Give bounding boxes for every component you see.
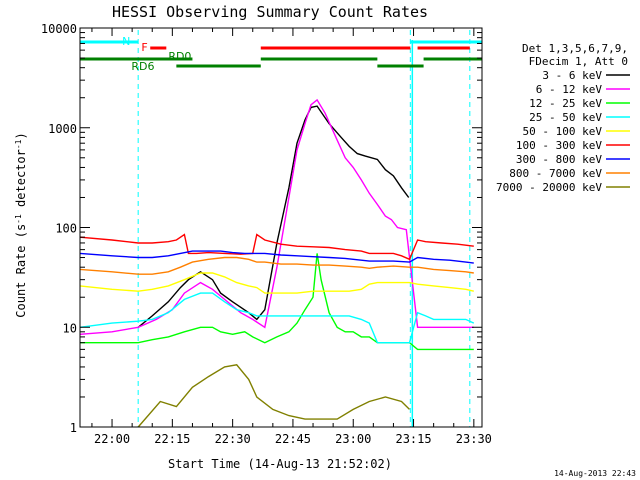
x-tick-label-0: 22:00 [94, 432, 130, 446]
series-line-3 [79, 292, 475, 344]
chart-title: HESSI Observing Summary Count Rates [112, 3, 428, 21]
legend-label-8: 7000 - 20000 keV [496, 181, 602, 194]
series-line-0 [137, 105, 410, 328]
series-line-8 [137, 364, 410, 428]
x-axis-label: Start Time (14-Aug-13 21:52:02) [168, 457, 392, 471]
legend-label-1: 6 - 12 keV [536, 83, 603, 96]
y-tick-label-4: 10000 [41, 22, 77, 36]
x-tick-label-3: 22:45 [275, 432, 311, 446]
y-tick-label-0: 1 [70, 421, 77, 435]
plot-area: N F RD0 RD6 [79, 30, 482, 428]
plot-frame [79, 27, 483, 428]
legend-label-2: 12 - 25 keV [529, 97, 602, 110]
x-tick-label-2: 22:30 [215, 432, 251, 446]
flag-label-rd6: RD6 [131, 60, 154, 73]
y-axis: 1 10 100 1000 10000 [41, 22, 482, 435]
series-line-6 [79, 250, 474, 264]
y-tick-label-3: 1000 [48, 122, 77, 136]
x-axis: 22:00 22:15 22:30 22:45 23:00 23:15 23:30 [91, 28, 492, 446]
flag-label-f: F [141, 41, 147, 54]
y-tick-label-1: 10 [63, 321, 77, 335]
x-tick-label-5: 23:15 [395, 432, 431, 446]
legend-label-3: 25 - 50 keV [529, 111, 602, 124]
legend-label-0: 3 - 6 keV [542, 69, 602, 82]
y-tick-label-2: 100 [55, 222, 77, 236]
legend-header-line-2: FDecim 1, Att 0 [529, 55, 628, 68]
legend: Det 1,3,5,6,7,9, FDecim 1, Att 0 3 - 6 k… [496, 42, 630, 194]
series-line-7 [79, 256, 474, 275]
y-axis-label: Count Rate (s-1 detector-1) [14, 132, 28, 317]
series-line-1 [79, 98, 474, 335]
legend-label-7: 800 - 7000 keV [509, 167, 602, 180]
flag-label-n: N [122, 35, 130, 48]
timestamp: 14-Aug-2013 22:43 [554, 469, 636, 478]
legend-label-4: 50 - 100 keV [523, 125, 603, 138]
flag-label-rd0: RD0 [168, 50, 191, 63]
legend-label-5: 100 - 300 keV [516, 139, 602, 152]
x-tick-label-4: 23:00 [335, 432, 371, 446]
series-line-4 [79, 272, 474, 294]
x-tick-label-1: 22:15 [154, 432, 190, 446]
legend-header-line-1: Det 1,3,5,6,7,9, [522, 42, 628, 55]
legend-label-6: 300 - 800 keV [516, 153, 602, 166]
series-line-5 [79, 233, 474, 261]
x-tick-label-6: 23:30 [456, 432, 492, 446]
